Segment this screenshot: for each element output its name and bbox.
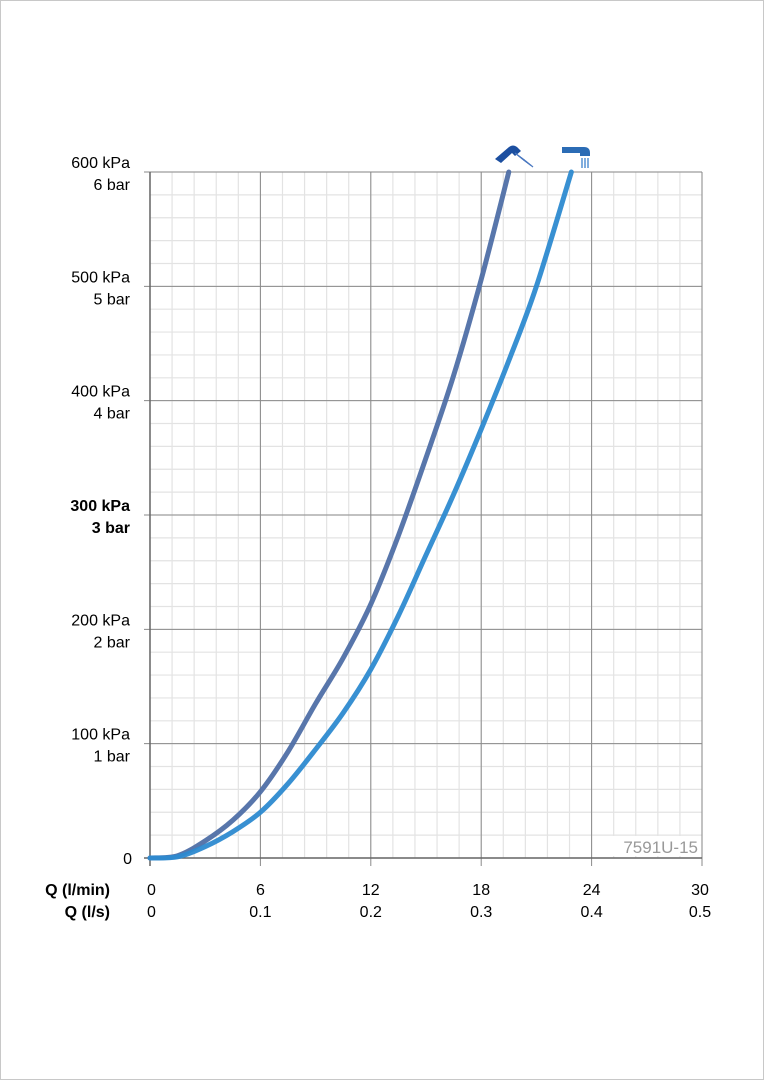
x-tick-label-ls: 0.4 — [580, 904, 602, 921]
x-tick-label-lmin: 18 — [472, 882, 490, 899]
bath-spout-icon — [562, 147, 590, 168]
y-tick-label-kpa: 500 kPa — [71, 269, 130, 286]
x-tick-label-ls: 0 — [147, 904, 156, 921]
x-axis-label-ls: Q (l/s) — [65, 904, 110, 921]
x-tick-label-lmin: 24 — [583, 882, 601, 899]
y-tick-label-bar: 4 bar — [94, 406, 131, 423]
y-tick-label-kpa: 300 kPa — [70, 498, 130, 515]
y-tick-label-bar: 6 bar — [94, 177, 131, 194]
x-tick-label-ls: 0.1 — [249, 904, 271, 921]
y-tick-label-bar: 5 bar — [94, 291, 131, 308]
code-label: 7591U-15 — [623, 838, 698, 857]
y-tick-label-kpa: 100 kPa — [71, 727, 130, 744]
y-tick-label-kpa: 200 kPa — [71, 612, 130, 629]
x-tick-label-lmin: 6 — [256, 882, 265, 899]
y-tick-label-kpa: 600 kPa — [71, 155, 130, 172]
y-tick-label-kpa: 0 — [123, 851, 132, 868]
y-tick-label-bar: 3 bar — [92, 520, 130, 537]
x-tick-label-lmin: 12 — [362, 882, 380, 899]
y-tick-label-kpa: 400 kPa — [71, 384, 130, 401]
spout-body — [562, 147, 590, 156]
y-tick-label-bar: 1 bar — [94, 749, 131, 766]
x-tick-label-ls: 0.5 — [689, 904, 711, 921]
x-axis-label-lmin: Q (l/min) — [45, 882, 110, 899]
x-tick-label-ls: 0.2 — [360, 904, 382, 921]
spray-line — [522, 158, 534, 168]
code-label-bg — [610, 836, 700, 856]
y-tick-label-bar: 2 bar — [94, 634, 131, 651]
x-tick-label-lmin: 30 — [691, 882, 709, 899]
hand-shower-handle — [495, 145, 521, 163]
x-tick-label-lmin: 0 — [147, 882, 156, 899]
hand-shower-icon — [495, 145, 534, 168]
x-tick-label-ls: 0.3 — [470, 904, 492, 921]
